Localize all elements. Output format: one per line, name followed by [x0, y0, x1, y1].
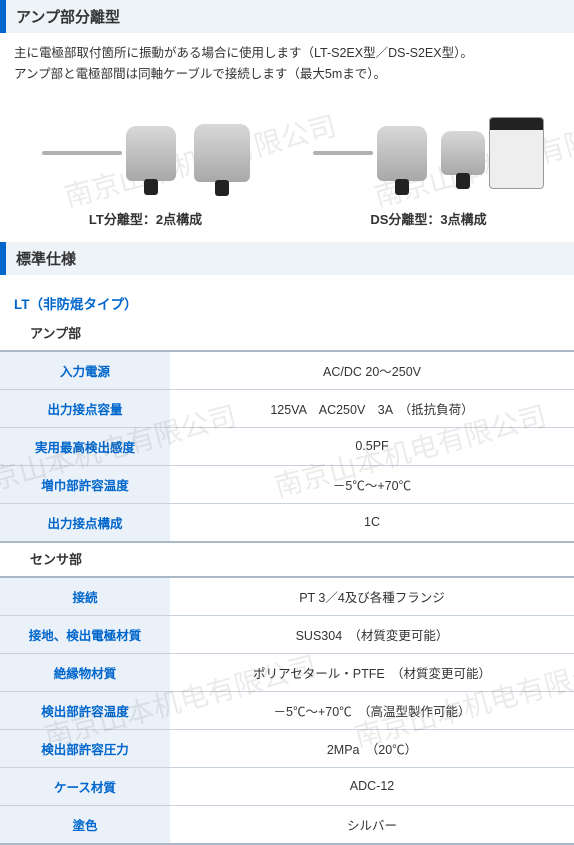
table-row: 塗色シルバー [0, 805, 574, 844]
box-unit-graphic [489, 117, 544, 189]
spec-value: 0.5PF [170, 427, 574, 465]
table-row: 検出部許容温度－5℃～+70℃ （高温型製作可能） [0, 691, 574, 729]
intro-line1: 主に電極部取付箇所に振動がある場合に使用します（LT-S2EX型／DS-S2EX… [14, 43, 560, 64]
housing-graphic [441, 131, 485, 175]
lt-spec-heading: LT（非防焜タイプ） [0, 285, 574, 317]
table-row: 絶縁物材質ポリアセタール・PTFE （材質変更可能） [0, 653, 574, 691]
spec-value: SUS304 （材質変更可能） [170, 615, 574, 653]
table-row: 検出部許容圧力2MPa （20℃） [0, 729, 574, 767]
spec-label: 塗色 [0, 805, 170, 844]
spec-label: 絶縁物材質 [0, 653, 170, 691]
housing-graphic [126, 126, 176, 181]
product-images-row: LT分離型：2点構成 DS分離型：3点構成 [0, 100, 574, 242]
spec-value: 2MPa （20℃） [170, 729, 574, 767]
table-row: 実用最高検出感度0.5PF [0, 427, 574, 465]
spec-label: 接続 [0, 577, 170, 616]
product-lt-image [16, 106, 276, 201]
spec-value: PT 3／4及び各種フランジ [170, 577, 574, 616]
spec-value: 125VA AC250V 3A （抵抗負荷） [170, 389, 574, 427]
table-row: 接地、検出電極材質SUS304 （材質変更可能） [0, 615, 574, 653]
table-row: 増巾部許容温度－5℃～+70℃ [0, 465, 574, 503]
probe-graphic [42, 151, 122, 155]
intro-text: 主に電極部取付箇所に振動がある場合に使用します（LT-S2EX型／DS-S2EX… [0, 43, 574, 100]
sensor-spec-table: 接続PT 3／4及び各種フランジ接地、検出電極材質SUS304 （材質変更可能）… [0, 576, 574, 845]
spec-label: 実用最高検出感度 [0, 427, 170, 465]
product-lt-label: LT分離型：2点構成 [89, 209, 202, 228]
table-row: ケース材質ADC-12 [0, 767, 574, 805]
table-row: 接続PT 3／4及び各種フランジ [0, 577, 574, 616]
spec-value: ポリアセタール・PTFE （材質変更可能） [170, 653, 574, 691]
product-lt: LT分離型：2点構成 [16, 106, 276, 228]
spec-value: シルバー [170, 805, 574, 844]
product-ds-label: DS分離型：3点構成 [370, 209, 486, 228]
product-ds-image [299, 106, 559, 201]
sensor-section-label: センサ部 [0, 543, 574, 576]
product-ds: DS分離型：3点構成 [299, 106, 559, 228]
spec-value: ADC-12 [170, 767, 574, 805]
amp-section-label: アンプ部 [0, 317, 574, 350]
table-row: 入力電源AC/DC 20～250V [0, 351, 574, 390]
spec-label: 出力接点構成 [0, 503, 170, 542]
table-row: 出力接点構成1C [0, 503, 574, 542]
spec-value: AC/DC 20～250V [170, 351, 574, 390]
spec-label: 接地、検出電極材質 [0, 615, 170, 653]
section-header-separation: アンプ部分離型 [0, 0, 574, 33]
spec-label: 出力接点容量 [0, 389, 170, 427]
housing-graphic [194, 124, 250, 182]
spec-label: 増巾部許容温度 [0, 465, 170, 503]
spec-label: 入力電源 [0, 351, 170, 390]
spec-value: 1C [170, 503, 574, 542]
spec-label: ケース材質 [0, 767, 170, 805]
housing-graphic [377, 126, 427, 181]
spec-value: －5℃～+70℃ [170, 465, 574, 503]
spec-label: 検出部許容温度 [0, 691, 170, 729]
intro-line2: アンプ部と電極部間は同軸ケーブルで接続します（最大5mまで）。 [14, 64, 560, 85]
probe-graphic [313, 151, 373, 155]
spec-label: 検出部許容圧力 [0, 729, 170, 767]
section-header-spec: 標準仕様 [0, 242, 574, 275]
spec-value: －5℃～+70℃ （高温型製作可能） [170, 691, 574, 729]
amp-spec-table: 入力電源AC/DC 20～250V出力接点容量125VA AC250V 3A （… [0, 350, 574, 543]
table-row: 出力接点容量125VA AC250V 3A （抵抗負荷） [0, 389, 574, 427]
